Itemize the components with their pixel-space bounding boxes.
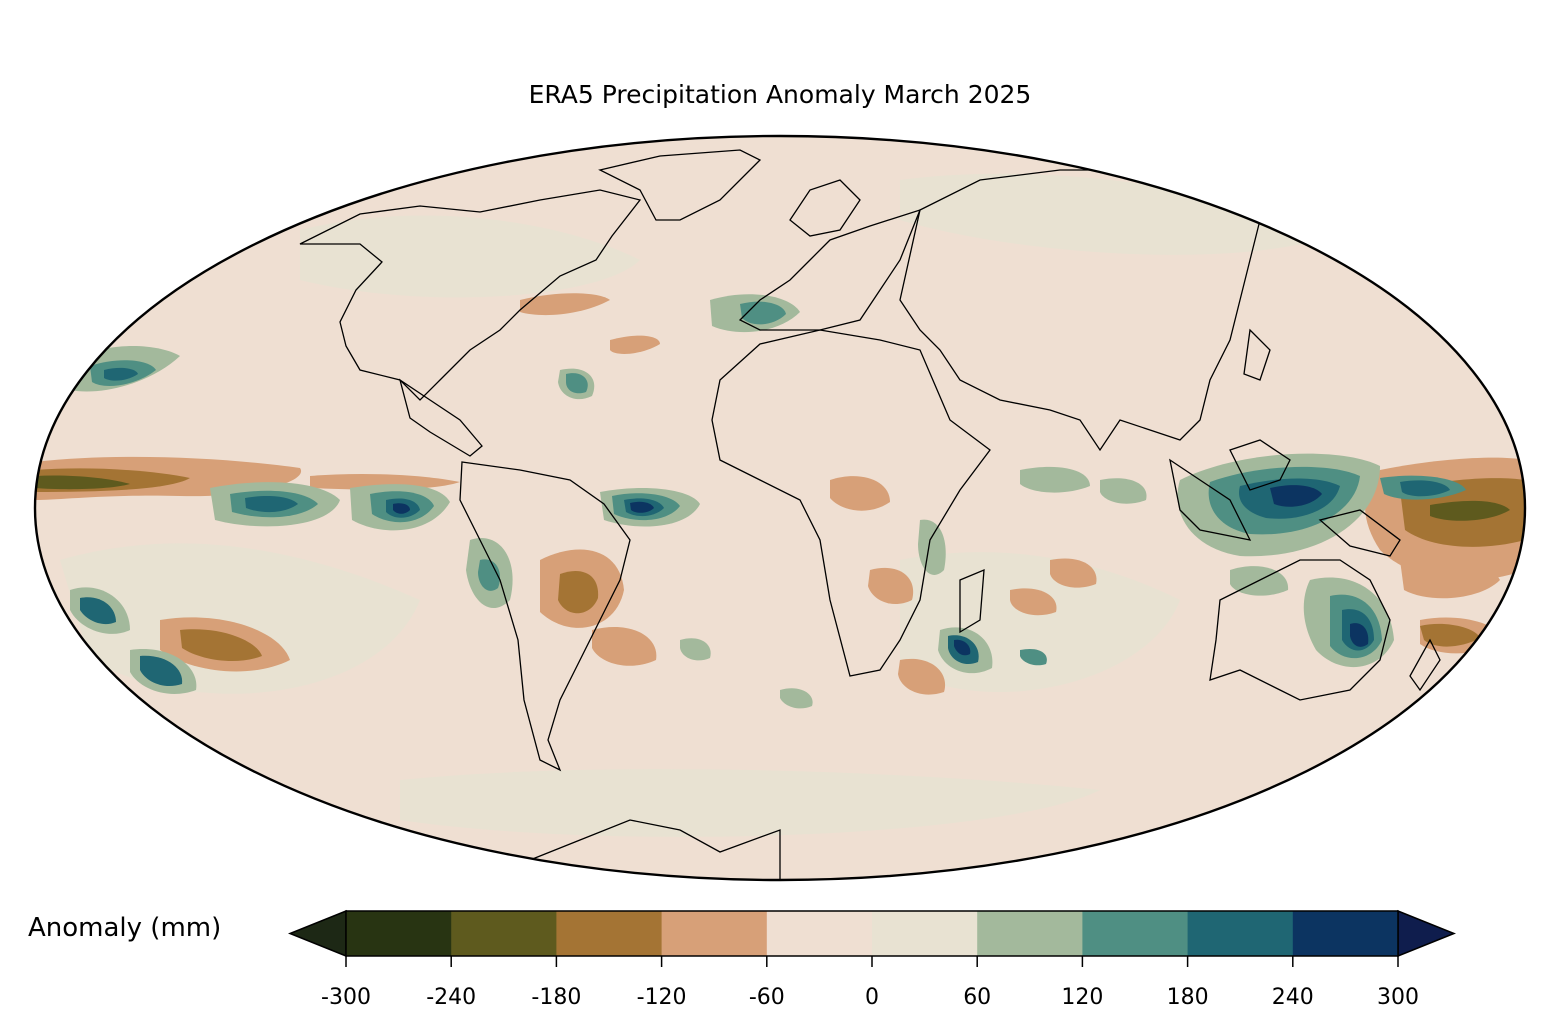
colorbar-bin (661, 911, 768, 956)
colorbar-tick-label: -60 (748, 985, 785, 1010)
colorbar-bin (1082, 911, 1189, 956)
colorbar-tick-label: -300 (321, 985, 371, 1010)
colorbar-bin (346, 911, 452, 956)
colorbar-bin (1187, 911, 1294, 956)
colorbar-tick-label: 300 (1377, 985, 1419, 1010)
colorbar-tick-label: 240 (1271, 985, 1314, 1010)
globe-background (35, 136, 1525, 880)
colorbar-bin (451, 911, 557, 956)
colorbar-tick-label: 0 (865, 985, 879, 1010)
colorbar-label: Anomaly (mm) (28, 913, 222, 943)
colorbar-tick-label: -180 (531, 985, 582, 1010)
globe-outline (33, 134, 1527, 882)
colorbar-extend-under (287, 909, 347, 958)
colorbar-bin (1292, 911, 1399, 956)
map-title: ERA5 Precipitation Anomaly March 2025 (528, 80, 1032, 109)
colorbar-bin (872, 911, 978, 956)
colorbar-bin (556, 911, 663, 956)
colorbar-tick-label: -120 (636, 985, 687, 1010)
colorbar-bin (766, 911, 873, 956)
colorbar-bin (977, 911, 1083, 956)
colorbar-tick-label: -240 (426, 985, 477, 1010)
colorbar (287, 909, 1457, 967)
colorbar-extend-over (1397, 909, 1457, 958)
precipitation-anomaly-field (35, 173, 1525, 837)
colorbar-tick-label: 60 (963, 985, 992, 1010)
colorbar-tick-label: 180 (1166, 985, 1209, 1010)
colorbar-tick-label: 120 (1061, 985, 1104, 1010)
